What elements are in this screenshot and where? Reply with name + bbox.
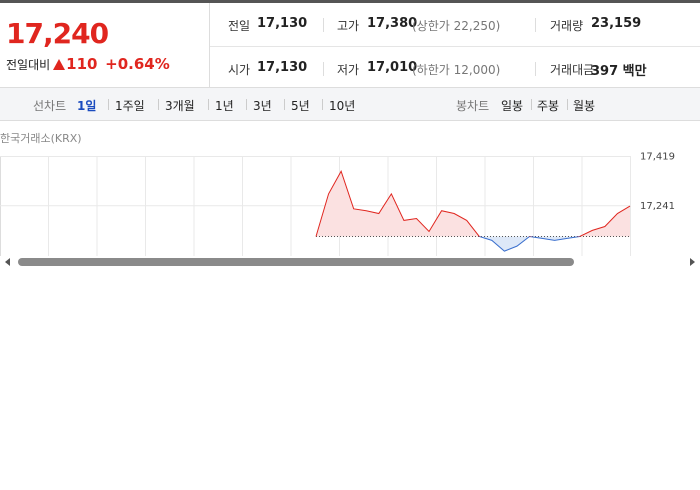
change-label: 전일대비 <box>6 58 51 72</box>
change-rate: +0.64% <box>105 55 170 73</box>
area-up <box>316 171 630 237</box>
price: 17,240 <box>6 17 109 50</box>
chart-tabs: 선차트 1일 1주일 3개월 1년 3년 5년 10년 봉차트 일봉 주봉 월봉 <box>0 88 700 121</box>
tab-separator <box>284 99 285 110</box>
stat-label: 전일 <box>228 19 251 33</box>
stat-value: 17,380 <box>367 16 418 31</box>
y-tick-label: 17,241 <box>640 201 675 212</box>
stat-label: 거래량 <box>550 19 584 33</box>
stat-label: 저가 <box>337 63 360 77</box>
quote-panel: 17,240 전일대비 110 +0.64% 전일 17,130 고가 17,380 (상… <box>0 0 700 88</box>
data-source: 한국거래소(KRX) <box>0 132 82 145</box>
stat-label: 시가 <box>228 63 251 77</box>
separator <box>535 18 536 32</box>
change: 전일대비 110 +0.64% <box>6 55 170 73</box>
tab-separator <box>158 99 159 110</box>
stat-note: (하한가 12,000) <box>412 63 501 77</box>
stat-value: 23,159 <box>591 16 642 31</box>
line-tab[interactable]: 3개월 <box>165 99 195 113</box>
tab-separator <box>208 99 209 110</box>
stat-label: 거래대금 <box>550 63 595 77</box>
candle-tab[interactable]: 주봉 <box>537 99 560 113</box>
tab-group-label: 봉차트 <box>456 99 490 113</box>
scrollbar-thumb[interactable] <box>18 258 574 266</box>
stat-value: 397 백만 <box>591 64 647 79</box>
line-tab[interactable]: 1주일 <box>115 99 145 113</box>
stat-value: 17,130 <box>257 60 308 75</box>
stat-label: 고가 <box>337 19 360 33</box>
line-tab[interactable]: 10년 <box>329 99 356 113</box>
stat-note: (상한가 22,250) <box>412 19 501 33</box>
change-value: 110 <box>66 55 98 73</box>
scroll-right[interactable] <box>690 258 695 266</box>
chart: 17,419 17,241 <box>0 151 695 266</box>
stat-value: 17,130 <box>257 16 308 31</box>
line-tab[interactable]: 1일 <box>77 99 97 113</box>
tab-separator <box>246 99 247 110</box>
separator <box>323 18 324 32</box>
separator <box>535 62 536 76</box>
price-box: 17,240 전일대비 110 +0.64% <box>0 3 210 88</box>
price-line-up <box>315 169 631 237</box>
line-tab[interactable]: 5년 <box>291 99 310 113</box>
stats-row: 전일 17,130 고가 17,380 (상한가 22,250) 거래량 23,159 <box>210 3 700 47</box>
price-line-down <box>316 236 581 252</box>
scroll-left[interactable] <box>5 258 10 266</box>
tab-group-label: 선차트 <box>33 99 67 113</box>
tab-separator <box>531 99 532 110</box>
y-tick-label: 17,419 <box>640 152 675 163</box>
tab-separator <box>322 99 323 110</box>
stats-row: 시가 17,130 저가 17,010 (하한가 12,000) 거래대금 397 백만 <box>210 47 700 90</box>
up-icon <box>53 59 66 70</box>
line-tab[interactable]: 3년 <box>253 99 272 113</box>
candle-tab[interactable]: 일봉 <box>501 99 524 113</box>
separator <box>323 62 324 76</box>
stat-value: 17,010 <box>367 60 418 75</box>
tab-separator <box>108 99 109 110</box>
line-tab[interactable]: 1년 <box>215 99 234 113</box>
tab-separator <box>567 99 568 110</box>
candle-tab[interactable]: 월봉 <box>573 99 596 113</box>
